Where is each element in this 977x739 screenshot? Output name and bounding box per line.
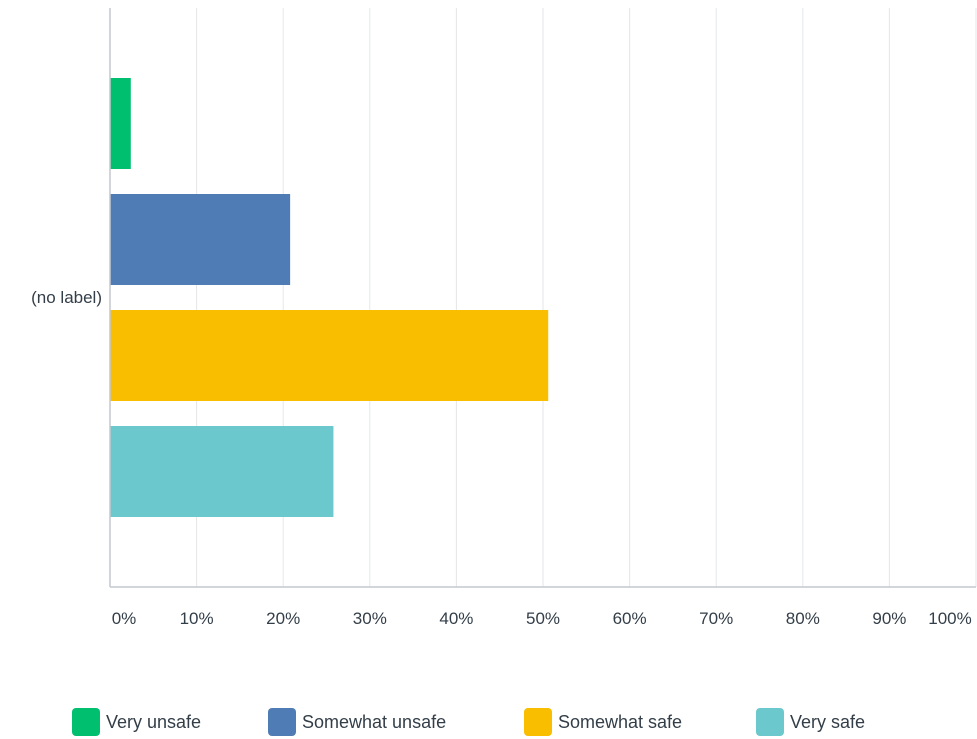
x-tick-label-8: 80% (786, 609, 820, 628)
legend-label-somewhat-safe: Somewhat safe (558, 711, 683, 732)
bar-somewhat-safe[interactable] (110, 310, 549, 401)
x-tick-label-1: 10% (180, 609, 214, 628)
x-tick-label-7: 70% (699, 609, 733, 628)
legend-swatch-very-safe (756, 708, 784, 736)
bars (110, 78, 549, 517)
legend-swatch-somewhat-unsafe (268, 708, 296, 736)
x-tick-labels: 0% 10% 20% 30% 40% 50% 60% 70% 80% 90% 100% (112, 609, 972, 628)
legend-item-very-unsafe[interactable]: Very unsafe (72, 707, 201, 737)
x-tick-label-4: 40% (439, 609, 473, 628)
bar-very-unsafe[interactable] (110, 78, 131, 169)
legend-label-very-safe: Very safe (790, 711, 866, 732)
x-tick-label-3: 30% (353, 609, 387, 628)
legend-label-somewhat-unsafe: Somewhat unsafe (302, 711, 447, 732)
axes (109, 8, 976, 588)
legend-label-very-unsafe: Very unsafe (106, 711, 202, 732)
bar-somewhat-unsafe[interactable] (110, 194, 291, 285)
x-tick-label-9: 90% (872, 609, 906, 628)
grid-lines (196, 8, 977, 587)
legend-item-somewhat-safe[interactable]: Somewhat safe (524, 707, 682, 737)
legend-swatch-somewhat-safe (524, 708, 552, 736)
x-tick-label-2: 20% (266, 609, 300, 628)
x-tick-label-0: 0% (112, 609, 137, 628)
legend-swatch-very-unsafe (72, 708, 100, 736)
x-tick-label-6: 60% (613, 609, 647, 628)
legend-item-very-safe[interactable]: Very safe (756, 707, 865, 737)
bar-very-safe[interactable] (110, 426, 334, 517)
legend-item-somewhat-unsafe[interactable]: Somewhat unsafe (268, 707, 446, 737)
x-tick-label-10: 100% (928, 609, 971, 628)
legend: Very unsafe Somewhat unsafe Somewhat saf… (0, 707, 977, 737)
x-tick-label-5: 50% (526, 609, 560, 628)
category-label: (no label) (31, 288, 102, 307)
